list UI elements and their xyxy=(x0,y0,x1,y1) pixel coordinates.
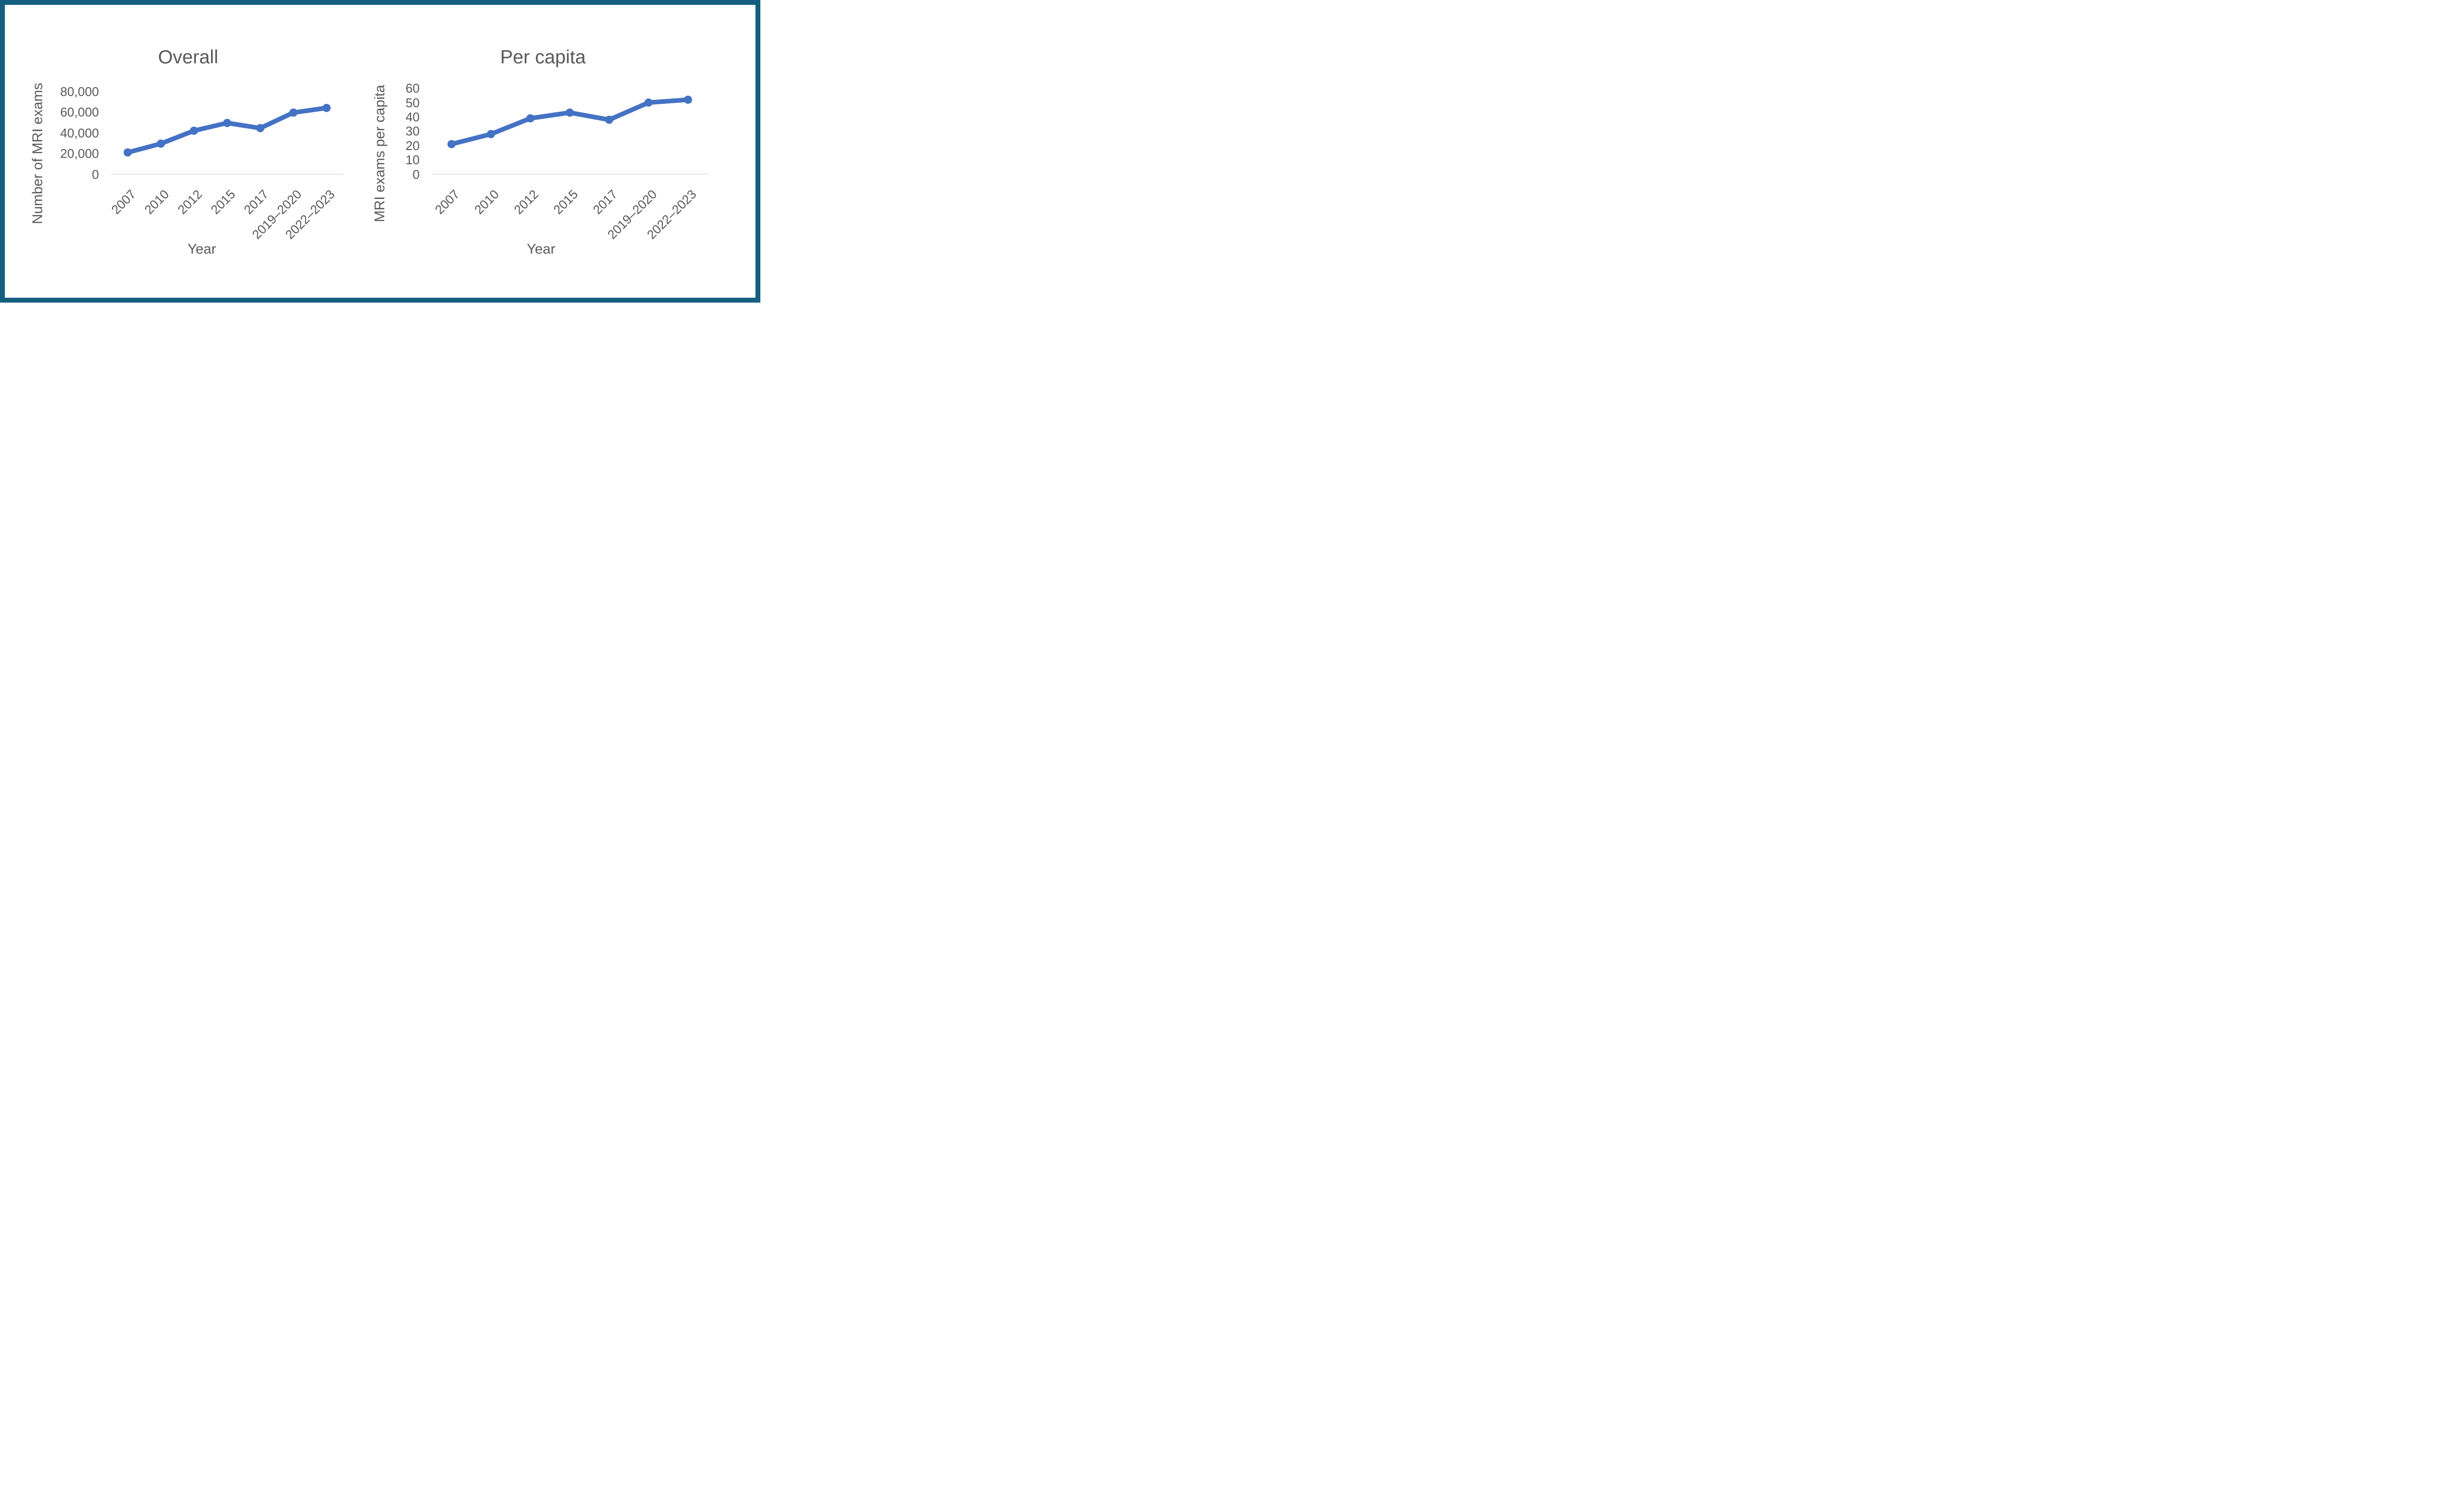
y-tick-label: 60,000 xyxy=(60,105,99,119)
y-tick-label: 60 xyxy=(406,81,420,96)
per-capita-x-axis-title: Year xyxy=(526,241,556,257)
y-tick-label: 20,000 xyxy=(60,146,99,161)
y-tick-label: 40 xyxy=(406,109,420,124)
data-point xyxy=(526,114,535,123)
data-point xyxy=(644,98,653,107)
overall-chart-title: Overall xyxy=(158,47,218,68)
data-point xyxy=(223,118,232,127)
per-capita-line-chart xyxy=(432,96,708,175)
series-line xyxy=(449,97,691,147)
y-tick-label: 0 xyxy=(412,167,420,182)
y-tick-label: 80,000 xyxy=(60,84,99,99)
y-tick-label: 20 xyxy=(406,138,420,153)
y-tick-label: 30 xyxy=(406,124,420,139)
data-point xyxy=(684,96,692,104)
y-tick-label: 50 xyxy=(406,95,420,110)
figure-frame: Overall Number of MRI exams Year 0 20,000… xyxy=(0,0,760,303)
data-point xyxy=(190,126,198,135)
data-point xyxy=(486,130,495,138)
data-point xyxy=(156,139,165,148)
data-point xyxy=(289,108,298,117)
data-point xyxy=(565,108,574,117)
data-point xyxy=(605,115,614,124)
data-point xyxy=(447,140,456,149)
y-tick-label: 10 xyxy=(406,153,420,168)
overall-x-axis-title: Year xyxy=(187,241,216,257)
y-tick-label: 40,000 xyxy=(60,125,99,140)
data-point xyxy=(322,104,331,112)
y-tick-label: 0 xyxy=(92,167,99,182)
data-point xyxy=(123,148,132,157)
data-point xyxy=(256,124,265,133)
overall-line-chart xyxy=(111,104,343,175)
per-capita-chart-title: Per capita xyxy=(500,47,586,68)
